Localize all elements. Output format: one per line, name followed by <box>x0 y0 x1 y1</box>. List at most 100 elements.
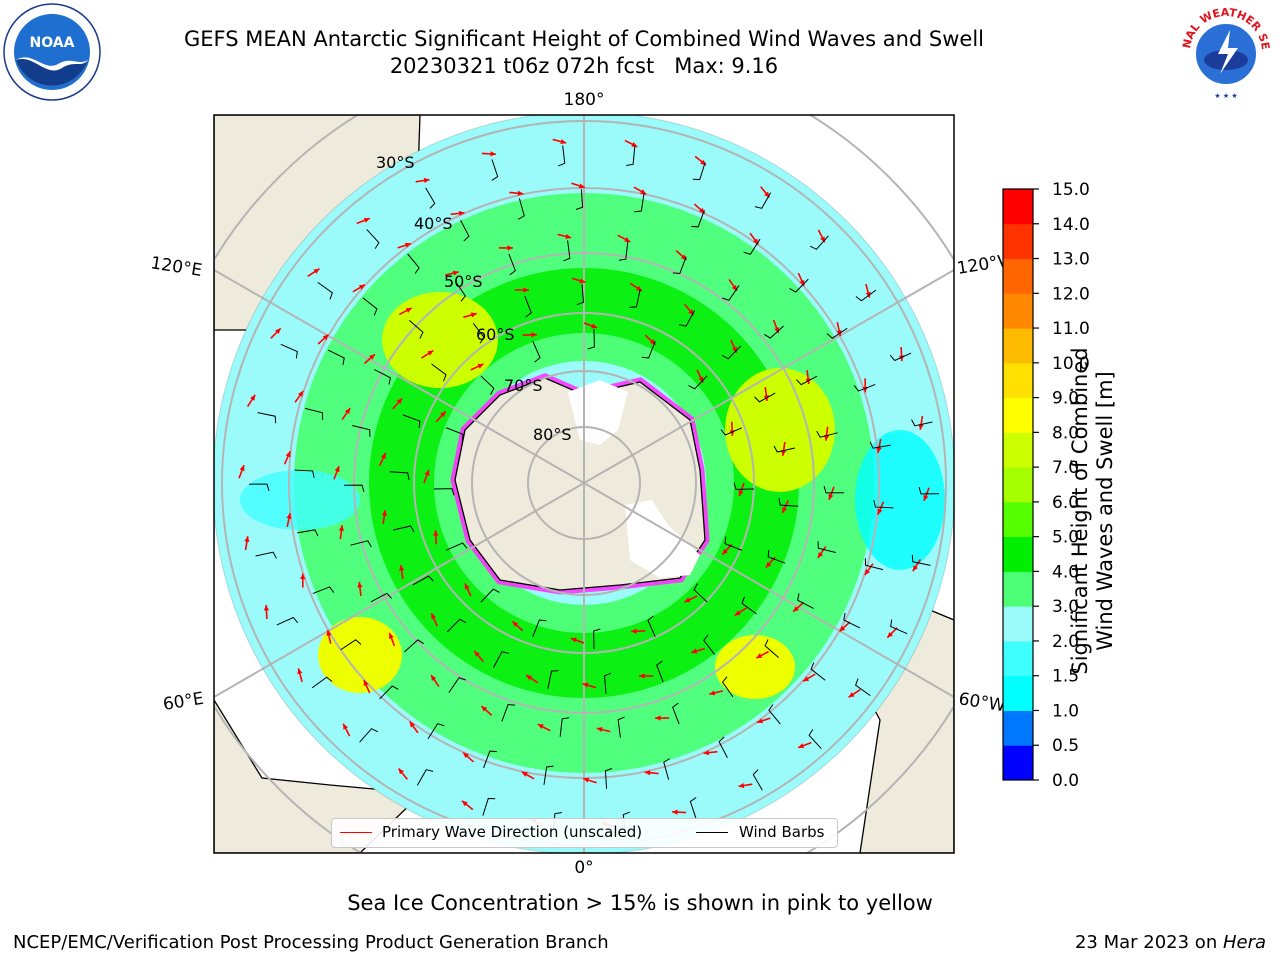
wave-direction-arrowhead <box>753 238 759 245</box>
wind-barb <box>543 765 554 785</box>
wave-direction-arrowhead <box>363 680 369 687</box>
nws-stars-icon: ★ ★ ★ <box>1214 92 1237 100</box>
wave-direction-arrowhead <box>839 625 846 632</box>
wind-barb <box>810 662 826 681</box>
ice-shelf-weddell <box>625 500 700 578</box>
wind-barb <box>472 323 485 344</box>
wind-barb <box>647 615 656 638</box>
wave-direction-arrowhead <box>338 525 345 531</box>
wave-direction-arrowhead <box>526 675 533 681</box>
wave-direction-arrowhead <box>477 363 484 369</box>
wave-direction-arrowhead <box>722 548 728 555</box>
wave-direction-arrowhead <box>596 726 603 733</box>
wave-direction-arrowhead <box>405 307 412 313</box>
wind-barb <box>276 616 299 626</box>
wind-barb <box>482 797 496 816</box>
lon-label-180: 180° <box>564 90 605 110</box>
page-title: GEFS MEAN Antarctic Significant Height o… <box>183 27 985 51</box>
lat-label-60s: 60°S <box>476 325 515 344</box>
wind-barb <box>402 414 421 429</box>
wave-direction-arrowhead <box>887 631 893 638</box>
colorbar-swatch <box>1003 745 1033 781</box>
wind-barb <box>416 769 434 786</box>
wind-barb <box>448 677 466 693</box>
wave-direction-arrowhead <box>639 673 645 679</box>
wave-direction-arrowhead <box>709 690 716 696</box>
wave-direction-arrowhead <box>756 653 763 659</box>
wave-direction-arrowhead <box>424 469 430 476</box>
wind-barb <box>743 238 761 255</box>
wind-barb <box>547 670 559 689</box>
wind-barb <box>721 345 742 360</box>
wind-barb <box>768 704 781 725</box>
wave-direction-arrowhead <box>731 285 738 291</box>
wave-direction-arrowhead <box>798 743 805 749</box>
colorbar-swatch <box>1003 258 1033 294</box>
wave-direction-arrowhead <box>380 453 386 460</box>
colorbar-tick-label: 14.0 <box>1052 215 1090 235</box>
wind-barb <box>796 375 818 386</box>
colorbar-swatch <box>1003 328 1033 364</box>
wind-barb <box>823 485 844 494</box>
wave-direction-arrowhead <box>464 583 470 590</box>
wave-direction-arrowhead <box>381 510 387 516</box>
wind-barb <box>817 541 836 553</box>
wind-barb <box>297 529 319 537</box>
colorbar-swatch <box>1003 189 1033 225</box>
colorbar-swatch <box>1003 467 1033 503</box>
colorbar-tick-label: 11.0 <box>1052 319 1090 339</box>
colorbar-swatch <box>1003 432 1033 468</box>
wind-barb <box>764 325 784 339</box>
wind-barb <box>445 542 468 551</box>
wave-direction-arrowhead <box>876 447 882 453</box>
wave-direction-arrowhead <box>239 465 245 472</box>
wave-direction-arrowhead <box>583 777 590 783</box>
colorbar-title: Significant Height of Combined Wind Wave… <box>1068 311 1118 711</box>
wind-barb <box>362 297 378 316</box>
wave-direction-arrowhead <box>363 217 370 223</box>
wind-barb <box>483 750 497 769</box>
colorbar-tick-label: 2.0 <box>1052 632 1079 652</box>
sea-ice-caption: Sea Ice Concentration > 15% is shown in … <box>347 891 933 915</box>
wind-barb <box>576 284 584 306</box>
lon-label-120e: 120°E <box>149 253 203 281</box>
wind-barb <box>480 375 495 395</box>
wave-direction-arrowhead <box>523 287 529 293</box>
colorbar-tick-label: 5.0 <box>1052 528 1079 548</box>
wave-direction-arrowhead <box>358 284 365 290</box>
wave-direction-arrowhead <box>703 750 710 756</box>
wave-direction-arrowhead <box>440 411 446 418</box>
colorbar: 0.0 0.5 1.0 1.5 2.0 3.0 4.0 5.0 6.0 7.0 8.0 9.0 10.0… <box>1002 180 1090 791</box>
wind-barb <box>873 500 894 509</box>
colorbar-tick-label: 3.0 <box>1052 597 1079 617</box>
wind-barb <box>918 487 939 495</box>
wind-barb <box>249 483 270 491</box>
wave-direction-arrowhead <box>490 151 496 157</box>
wind-barb <box>629 289 641 308</box>
wave-direction-arrowhead <box>250 394 256 401</box>
wind-barb <box>327 349 345 365</box>
wave-direction-arrowhead <box>326 630 332 636</box>
wave-direction-arrowhead <box>631 628 637 634</box>
wind-barb <box>427 723 445 740</box>
wind-barb <box>773 445 795 453</box>
colorbar-swatch <box>1003 640 1033 677</box>
wave-direction-arrowhead <box>286 513 292 519</box>
wind-barb <box>508 253 516 276</box>
wave-direction-arrowhead <box>578 183 585 189</box>
wave-direction-arrowhead <box>300 573 306 579</box>
wind-barb <box>724 536 743 551</box>
wind-barb <box>911 419 933 427</box>
colorbar-tick-label: 7.0 <box>1052 458 1079 478</box>
wave-direction-arrowhead <box>431 613 437 620</box>
wave-direction-arrowhead <box>923 494 929 501</box>
wave-direction-arrowhead <box>877 508 883 515</box>
wave-direction-arrowhead <box>582 682 589 688</box>
colorbar-tick-label: 0.5 <box>1052 736 1079 756</box>
wave-direction-arrowhead <box>765 561 772 568</box>
wave-direction-arrowhead <box>297 390 304 397</box>
wind-barb <box>693 583 708 603</box>
wave-max-drake <box>715 635 795 699</box>
colorbar-title-line2: Wind Waves and Swell [m] <box>1093 371 1117 651</box>
low-wave-east <box>855 430 945 570</box>
